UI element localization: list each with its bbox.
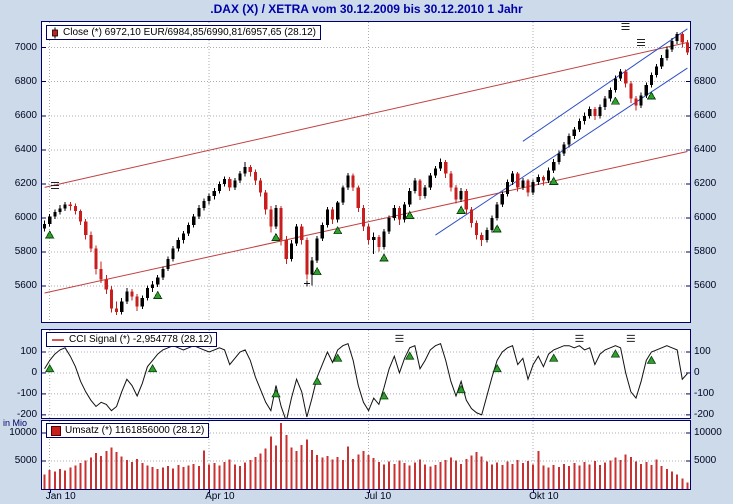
x-axis-label: Okt 10 — [529, 491, 559, 502]
y-axis-label: 5600 — [14, 280, 37, 292]
price-legend-text: Close (*) 6972,10 EUR/6984,85/6990,81/69… — [63, 27, 316, 38]
y-axis-label: 6600 — [694, 109, 717, 121]
x-axis-label: Jan 10 — [45, 491, 76, 502]
cci-chart — [42, 330, 690, 418]
x-axis-tick — [49, 489, 51, 493]
y-axis-label: 10000 — [694, 427, 722, 438]
line-series-icon — [52, 338, 64, 341]
y-axis-label: 100 — [694, 346, 711, 357]
volume-unit-label: in Mio — [3, 418, 28, 428]
y-axis-label: 6400 — [694, 143, 717, 155]
y-axis-label: 100 — [20, 346, 37, 357]
cci-legend-text: CCI Signal (*) -2,954778 (28.12) — [69, 334, 213, 345]
volume-legend-text: Umsatz (*) 1161856000 (28.12) — [65, 425, 205, 436]
y-axis-label: 10000 — [9, 427, 37, 438]
price-legend: Close (*) 6972,10 EUR/6984,85/6990,81/69… — [46, 25, 321, 40]
price-chart — [42, 22, 690, 322]
x-axis-label: Jul 10 — [364, 491, 392, 502]
candlestick-icon — [52, 27, 58, 38]
y-axis-label: 7000 — [14, 41, 37, 53]
y-axis-label: 0 — [694, 366, 700, 378]
y-axis-label: -100 — [694, 387, 715, 399]
volume-legend: Umsatz (*) 1161856000 (28.12) — [46, 423, 210, 438]
y-axis-label: 6800 — [14, 75, 37, 87]
cci-panel: CCI Signal (*) -2,954778 (28.12) — [41, 329, 691, 419]
y-axis-label: -200 — [694, 408, 715, 420]
cci-legend: CCI Signal (*) -2,954778 (28.12) — [46, 332, 218, 347]
y-axis-label: -200 — [16, 408, 37, 420]
price-panel: Close (*) 6972,10 EUR/6984,85/6990,81/69… — [41, 21, 691, 323]
x-axis-label: Apr 10 — [205, 491, 235, 502]
y-axis-label: 5000 — [694, 455, 717, 466]
y-axis-label: 6600 — [14, 109, 37, 121]
chart-title: .DAX (X) / XETRA vom 30.12.2009 bis 30.1… — [210, 2, 523, 16]
y-axis-label: 6000 — [694, 212, 717, 224]
y-axis-label: 5000 — [14, 455, 37, 466]
volume-chart — [42, 421, 690, 489]
x-axis-tick — [368, 489, 370, 493]
x-axis-tick — [533, 489, 535, 493]
y-axis-label: -100 — [16, 387, 37, 399]
y-axis-label: 5800 — [694, 246, 717, 258]
y-axis-label: 0 — [31, 366, 37, 378]
volume-bar-icon — [51, 425, 61, 436]
y-axis-label: 6200 — [14, 177, 37, 189]
y-axis-label: 7000 — [694, 41, 717, 53]
y-axis-label: 5800 — [14, 246, 37, 258]
y-axis-label: 5600 — [694, 280, 717, 292]
y-axis-label: 6000 — [14, 212, 37, 224]
y-axis-label: 6800 — [694, 75, 717, 87]
x-axis-tick — [209, 489, 211, 493]
y-axis-label: 6200 — [694, 177, 717, 189]
y-axis-label: 6400 — [14, 143, 37, 155]
volume-panel: Umsatz (*) 1161856000 (28.12) — [41, 420, 691, 490]
